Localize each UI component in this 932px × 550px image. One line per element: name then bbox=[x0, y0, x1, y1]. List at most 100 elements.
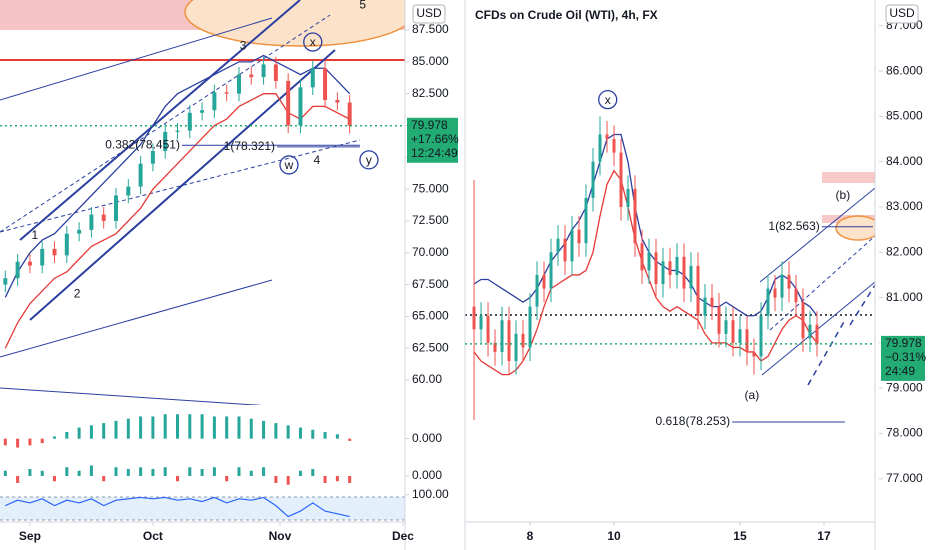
candle-body bbox=[766, 288, 770, 316]
candle-body bbox=[815, 324, 819, 344]
candle-body bbox=[212, 92, 217, 111]
candle-body bbox=[535, 274, 539, 307]
candle-body bbox=[647, 252, 651, 271]
y-tick-label: 72.500 bbox=[412, 213, 449, 227]
histogram-bar bbox=[163, 467, 167, 476]
wave-label: 5 bbox=[359, 0, 366, 11]
histogram-bar bbox=[28, 469, 32, 476]
candle-body bbox=[787, 274, 791, 289]
dashed-line bbox=[0, 14, 331, 233]
y-tick-label: 65.000 bbox=[412, 309, 449, 323]
histogram-bar bbox=[53, 436, 57, 439]
histogram-bar bbox=[77, 427, 81, 439]
fib-label: 0.382(78.451) bbox=[105, 137, 180, 151]
trend-line bbox=[0, 387, 263, 405]
histogram-bar bbox=[225, 416, 229, 439]
candle-body bbox=[249, 74, 254, 78]
candle-body bbox=[668, 261, 672, 275]
candle-body bbox=[521, 333, 525, 348]
histogram-bar bbox=[89, 465, 93, 476]
projection-line bbox=[849, 284, 875, 326]
left-drawings bbox=[0, 0, 405, 405]
candle-body bbox=[89, 214, 94, 230]
candle-body bbox=[570, 229, 574, 262]
histogram-bar bbox=[323, 476, 327, 483]
chart-title: CFDs on Crude Oil (WTI), 4h, FX bbox=[475, 8, 658, 22]
price-box bbox=[407, 117, 458, 163]
channel-line bbox=[761, 281, 875, 376]
candle-body bbox=[187, 112, 192, 131]
candle-body bbox=[717, 306, 721, 334]
trend-line bbox=[0, 17, 273, 101]
oscillator-band bbox=[0, 497, 405, 520]
histogram-bar bbox=[40, 438, 44, 444]
last-price: 79.978 bbox=[411, 118, 448, 132]
histogram-bar bbox=[40, 470, 44, 476]
zone-ellipse bbox=[835, 215, 875, 241]
x-tick-label: Sep bbox=[19, 529, 41, 543]
candle-body bbox=[163, 131, 168, 151]
zone-ellipse bbox=[184, 0, 405, 47]
histogram-bar bbox=[16, 476, 20, 483]
currency-box bbox=[412, 4, 446, 24]
candle-body bbox=[619, 152, 623, 208]
candle-body bbox=[507, 320, 511, 362]
dashed-line bbox=[0, 139, 361, 233]
candle-body bbox=[773, 288, 777, 298]
histogram-bar bbox=[126, 418, 130, 439]
y-tick-label: 87.500 bbox=[412, 22, 449, 36]
histogram-bar bbox=[188, 467, 192, 476]
y-tick-label: 85.000 bbox=[886, 109, 923, 123]
oscillator-line bbox=[5, 496, 350, 518]
candle-body bbox=[591, 161, 595, 198]
histogram-bar bbox=[237, 467, 241, 476]
histogram-bar bbox=[188, 414, 192, 439]
wave-label: (a) bbox=[745, 388, 760, 402]
y-tick-label: 85.000 bbox=[412, 54, 449, 68]
histogram-bar bbox=[114, 467, 118, 476]
last-price: 79.978 bbox=[885, 336, 922, 350]
y-tick-label: 79.000 bbox=[886, 380, 923, 394]
candle-body bbox=[577, 229, 581, 244]
wave-circle bbox=[359, 150, 379, 170]
histogram-bar bbox=[65, 467, 69, 476]
histogram-bar bbox=[200, 414, 204, 439]
wave-label: 4 bbox=[314, 153, 321, 167]
candle-body bbox=[626, 188, 630, 208]
candle-body bbox=[584, 197, 588, 244]
histogram-bar bbox=[16, 438, 20, 448]
candle-body bbox=[40, 248, 45, 266]
candle-body bbox=[605, 134, 609, 140]
countdown: 12:24:49 bbox=[411, 146, 458, 160]
countdown: 24:49 bbox=[885, 364, 915, 378]
dashed-line bbox=[769, 235, 875, 331]
candle-body bbox=[759, 315, 763, 357]
y-tick-label: 70.000 bbox=[412, 245, 449, 259]
candle-body bbox=[661, 261, 665, 285]
histogram-bar bbox=[139, 416, 143, 439]
plot: 5 3 x 1 2 w 4 y 0.382(78.451) 1(78.321) bbox=[0, 0, 405, 349]
y-tick-label: 82.500 bbox=[412, 86, 449, 100]
x-tick-label: 17 bbox=[817, 529, 831, 543]
band-line bbox=[473, 133, 818, 317]
histogram-bar bbox=[274, 423, 278, 439]
candle-body bbox=[710, 297, 714, 307]
histogram-bar bbox=[298, 427, 302, 439]
histogram-bar bbox=[274, 476, 278, 483]
wave-label: x bbox=[310, 35, 316, 49]
currency-box bbox=[885, 4, 919, 24]
histogram-bar bbox=[126, 469, 130, 476]
histogram-bar bbox=[225, 476, 229, 482]
histogram-bar bbox=[102, 423, 106, 439]
candle-body bbox=[486, 315, 490, 343]
y-tick-label: 84.000 bbox=[886, 154, 923, 168]
histogram-bar bbox=[89, 425, 93, 439]
histogram-bar bbox=[237, 416, 241, 439]
histogram-bar bbox=[3, 470, 7, 476]
candle-body bbox=[682, 256, 686, 289]
candle-body bbox=[323, 68, 328, 101]
band-line bbox=[4, 93, 350, 349]
histogram-bar bbox=[28, 438, 32, 446]
candle-body bbox=[528, 306, 532, 348]
candle-body bbox=[114, 195, 119, 221]
